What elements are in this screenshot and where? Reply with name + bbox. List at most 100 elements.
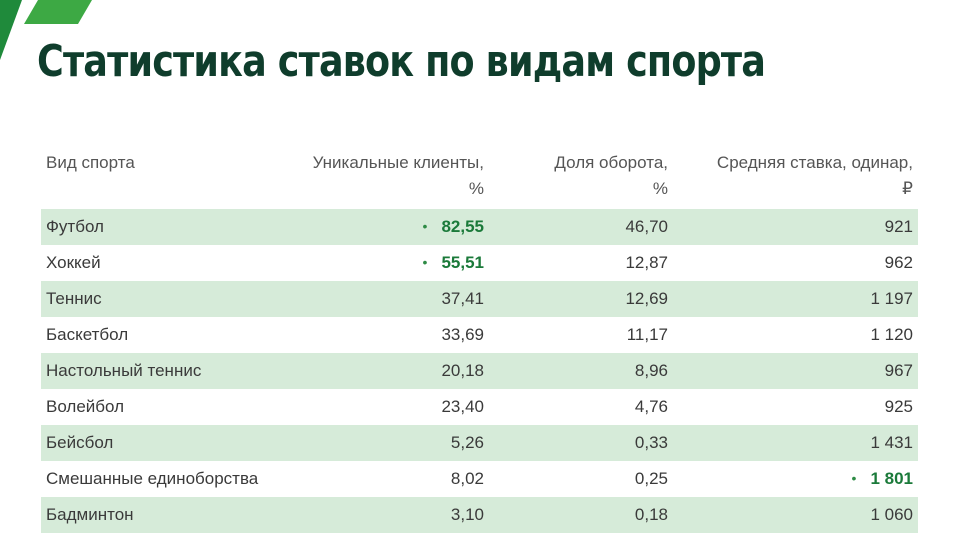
cell-sport-value: Баскетбол [46,325,129,344]
cell-unique-clients-value: 23,40 [441,397,484,416]
cell-avg-bet: 921 [673,209,918,245]
cell-sport: Теннис [41,281,281,317]
cell-unique-clients: 3,10 [281,497,489,533]
cell-turnover-share: 0,18 [489,497,673,533]
table-row: Футбол • 82,55 46,70 921 [41,209,918,245]
header-turnover-share-label: Доля оборота, [554,153,668,172]
cell-unique-clients-value: 3,10 [450,505,484,524]
header-unique-clients-label: Уникальные клиенты, [312,153,484,172]
cell-avg-bet: 925 [673,389,918,425]
table-row: Волейбол 23,40 4,76 925 [41,389,918,425]
cell-turnover-share-value: 11,17 [626,325,668,344]
cell-turnover-share: 11,17 [489,317,673,353]
header-avg-bet-unit: ₽ [902,179,913,198]
cell-turnover-share-value: 0,33 [634,433,668,452]
cell-unique-clients: 5,26 [281,425,489,461]
cell-avg-bet-value: 1 197 [870,289,913,308]
cell-avg-bet: 1 197 [673,281,918,317]
cell-sport: Настольный теннис [41,353,281,389]
cell-unique-clients-value: 55,51 [441,253,484,272]
cell-turnover-share: 0,25 [489,461,673,497]
cell-avg-bet-value: 962 [884,253,913,272]
cell-sport-value: Футбол [46,217,104,236]
cell-avg-bet: 967 [673,353,918,389]
table-row: Бейсбол 5,26 0,33 1 431 [41,425,918,461]
header-avg-bet: Средняя ставка, одинар, ₽ [673,146,918,209]
header-unique-clients-unit: % [468,179,484,198]
cell-avg-bet: 1 431 [673,425,918,461]
cell-unique-clients-value: 33,69 [441,325,484,344]
header-turnover-share-unit: % [652,179,668,198]
cell-avg-bet-value: 925 [884,397,913,416]
cell-unique-clients-value: 5,26 [450,433,484,452]
header-sport: Вид спорта [41,146,281,209]
cell-unique-clients-value: 8,02 [450,469,484,488]
cell-sport-value: Хоккей [46,253,101,272]
table-row: Баскетбол 33,69 11,17 1 120 [41,317,918,353]
cell-avg-bet-value: 1 431 [870,433,913,452]
cell-unique-clients: 8,02 [281,461,489,497]
cell-unique-clients-value: 20,18 [441,361,484,380]
cell-sport-value: Теннис [46,289,102,308]
cell-avg-bet: 1 060 [673,497,918,533]
cell-turnover-share: 46,70 [489,209,673,245]
table-header-row: Вид спорта Уникальные клиенты, % Доля об… [41,146,918,209]
cell-sport-value: Волейбол [46,397,125,416]
header-unique-clients: Уникальные клиенты, % [281,146,489,209]
table-row: Теннис 37,41 12,69 1 197 [41,281,918,317]
cell-unique-clients: 37,41 [281,281,489,317]
cell-avg-bet: • 1 801 [673,461,918,497]
cell-unique-clients: • 55,51 [281,245,489,281]
cell-unique-clients-value: 37,41 [441,289,484,308]
table-body: Футбол • 82,55 46,70 921 Хоккей • 55,51 12,87 962… [41,209,918,533]
cell-avg-bet-value: 1 060 [870,505,913,524]
cell-avg-bet-value: 1 801 [870,469,913,488]
cell-sport-value: Смешанные единоборства [46,469,259,488]
table-row: Смешанные единоборства 8,02 0,25 • 1 801 [41,461,918,497]
cell-sport-value: Настольный теннис [46,361,202,380]
cell-sport: Футбол [41,209,281,245]
cell-turnover-share-value: 8,96 [634,361,668,380]
page-title: Статистика ставок по видам спорта [37,36,766,87]
cell-turnover-share: 0,33 [489,425,673,461]
cell-turnover-share: 12,87 [489,245,673,281]
corner-stripe-dark [0,0,22,60]
cell-unique-clients: 33,69 [281,317,489,353]
cell-turnover-share: 4,76 [489,389,673,425]
sports-betting-table: Вид спорта Уникальные клиенты, % Доля об… [41,146,918,533]
highlight-bullet-icon: • [851,470,857,486]
table-row: Хоккей • 55,51 12,87 962 [41,245,918,281]
cell-unique-clients: 20,18 [281,353,489,389]
cell-sport: Бейсбол [41,425,281,461]
cell-avg-bet-value: 921 [884,217,913,236]
cell-turnover-share-value: 12,87 [625,253,668,272]
table-row: Бадминтон 3,10 0,18 1 060 [41,497,918,533]
cell-sport-value: Бейсбол [46,433,114,452]
cell-avg-bet: 962 [673,245,918,281]
cell-avg-bet-value: 967 [884,361,913,380]
cell-turnover-share: 12,69 [489,281,673,317]
cell-turnover-share-value: 46,70 [625,217,668,236]
cell-turnover-share-value: 12,69 [625,289,668,308]
cell-sport: Хоккей [41,245,281,281]
cell-sport: Баскетбол [41,317,281,353]
corner-accent-logo [0,0,92,60]
cell-sport-value: Бадминтон [46,505,134,524]
highlight-bullet-icon: • [422,254,428,270]
cell-turnover-share-value: 0,18 [634,505,668,524]
corner-stripe-light [24,0,92,24]
header-avg-bet-label: Средняя ставка, одинар, [716,153,913,172]
cell-sport: Смешанные единоборства [41,461,281,497]
cell-avg-bet-value: 1 120 [870,325,913,344]
header-sport-label: Вид спорта [46,153,135,172]
cell-unique-clients: 23,40 [281,389,489,425]
cell-turnover-share: 8,96 [489,353,673,389]
highlight-bullet-icon: • [422,218,428,234]
cell-turnover-share-value: 0,25 [634,469,668,488]
table-row: Настольный теннис 20,18 8,96 967 [41,353,918,389]
header-turnover-share: Доля оборота, % [489,146,673,209]
cell-sport: Бадминтон [41,497,281,533]
cell-sport: Волейбол [41,389,281,425]
cell-unique-clients-value: 82,55 [441,217,484,236]
cell-avg-bet: 1 120 [673,317,918,353]
